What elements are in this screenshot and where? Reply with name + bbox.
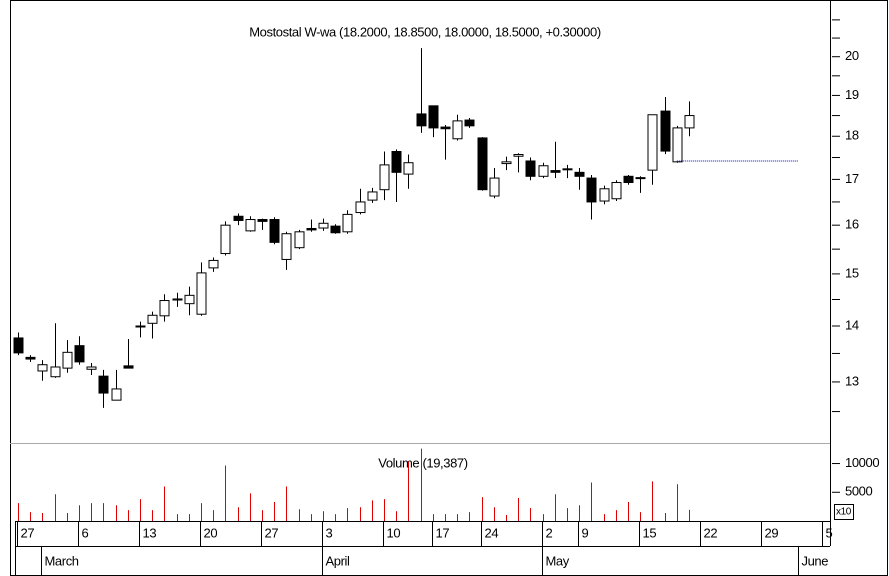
y-tick-label: 15 <box>845 265 859 280</box>
candle-body <box>464 119 475 127</box>
month-label: May <box>546 553 570 568</box>
month-label: June <box>802 553 829 568</box>
candle-body <box>233 215 244 221</box>
candle-body <box>684 115 695 129</box>
frame <box>10 0 888 576</box>
month-label: March <box>45 553 79 568</box>
x-tick-label: 3 <box>326 525 333 540</box>
x-tick-label: 24 <box>485 525 499 540</box>
candle-body <box>379 164 390 191</box>
candle-body <box>220 224 231 255</box>
candle-body <box>647 114 658 171</box>
y-tick-label: 20 <box>845 48 859 63</box>
candle-body <box>525 160 536 177</box>
y-tick-label: 16 <box>845 217 859 232</box>
candle-body <box>391 151 402 173</box>
candle-body <box>367 191 378 201</box>
candle-body <box>538 165 549 177</box>
candle-body <box>74 345 85 363</box>
candle-body <box>355 201 366 214</box>
x-tick-label: 27 <box>21 525 35 540</box>
candle-body <box>586 177 597 203</box>
candle-body <box>208 259 219 269</box>
candle-body <box>330 225 341 234</box>
candle-body <box>86 366 97 370</box>
candle-body <box>672 127 683 163</box>
x-tick-label: 13 <box>143 525 157 540</box>
candle-body <box>660 110 671 152</box>
x-tick-label: 29 <box>765 525 779 540</box>
x-tick-label: 10 <box>387 525 401 540</box>
candle-body <box>477 137 488 191</box>
candle-body <box>489 177 500 197</box>
y-tick-label: 17 <box>845 171 859 186</box>
x-tick-label: 2 <box>546 525 553 540</box>
candle-body <box>257 219 268 222</box>
candle-body <box>37 364 48 372</box>
candle-body <box>623 175 634 184</box>
y2-tick-label: 10000 <box>845 455 879 470</box>
candle-body <box>611 182 622 200</box>
candle-body <box>25 356 36 360</box>
candle-body <box>318 222 329 229</box>
y-tick-label: 14 <box>845 317 859 332</box>
candle-body <box>294 231 305 249</box>
candle-body <box>159 300 170 317</box>
scale-box <box>834 504 854 520</box>
candle-body <box>281 233 292 260</box>
candle-body <box>123 365 134 369</box>
candle-body <box>428 105 439 129</box>
y2-scale-label: x10 <box>836 507 852 518</box>
x-tick-label: 6 <box>82 525 89 540</box>
candle-body <box>245 219 256 232</box>
candle-body <box>184 294 195 305</box>
candle-body <box>62 351 73 369</box>
x-tick-label: 17 <box>436 525 450 540</box>
candle-body <box>147 314 158 324</box>
candle-body <box>550 170 561 173</box>
chart-title: Mostostal W-wa (18.2000, 18.8500, 18.000… <box>249 24 601 39</box>
x-tick-label: 15 <box>643 525 657 540</box>
x-tick-label: 27 <box>265 525 279 540</box>
volume-title: Volume (19,387) <box>378 455 467 470</box>
candle-body <box>50 366 61 378</box>
y-tick-label: 18 <box>845 128 859 143</box>
candle-body <box>574 171 585 177</box>
candle-body <box>513 154 524 157</box>
candle-body <box>306 227 317 231</box>
y2-tick-label: 5000 <box>845 484 872 499</box>
candle-body <box>599 188 610 202</box>
candle-body <box>403 162 414 175</box>
candle-body <box>172 298 183 301</box>
candle-body <box>416 113 427 127</box>
candle-body <box>342 213 353 233</box>
candle-body <box>501 161 512 165</box>
x-tick-label: 20 <box>204 525 218 540</box>
candle-body <box>562 168 573 171</box>
y-tick-label: 19 <box>845 87 859 102</box>
candle-body <box>269 219 280 243</box>
x-tick-label: 5 <box>826 525 833 540</box>
candle-body <box>111 388 122 401</box>
candle-body <box>452 120 463 140</box>
candle-body <box>635 177 646 180</box>
x-tick-label: 9 <box>582 525 589 540</box>
y-tick-label: 13 <box>845 373 859 388</box>
candle-body <box>440 126 451 130</box>
candle-body <box>13 337 24 354</box>
candle-body <box>135 325 146 328</box>
candle-body <box>98 375 109 394</box>
x-tick-label: 22 <box>704 525 718 540</box>
candle-body <box>196 272 207 315</box>
month-label: April <box>326 553 351 568</box>
